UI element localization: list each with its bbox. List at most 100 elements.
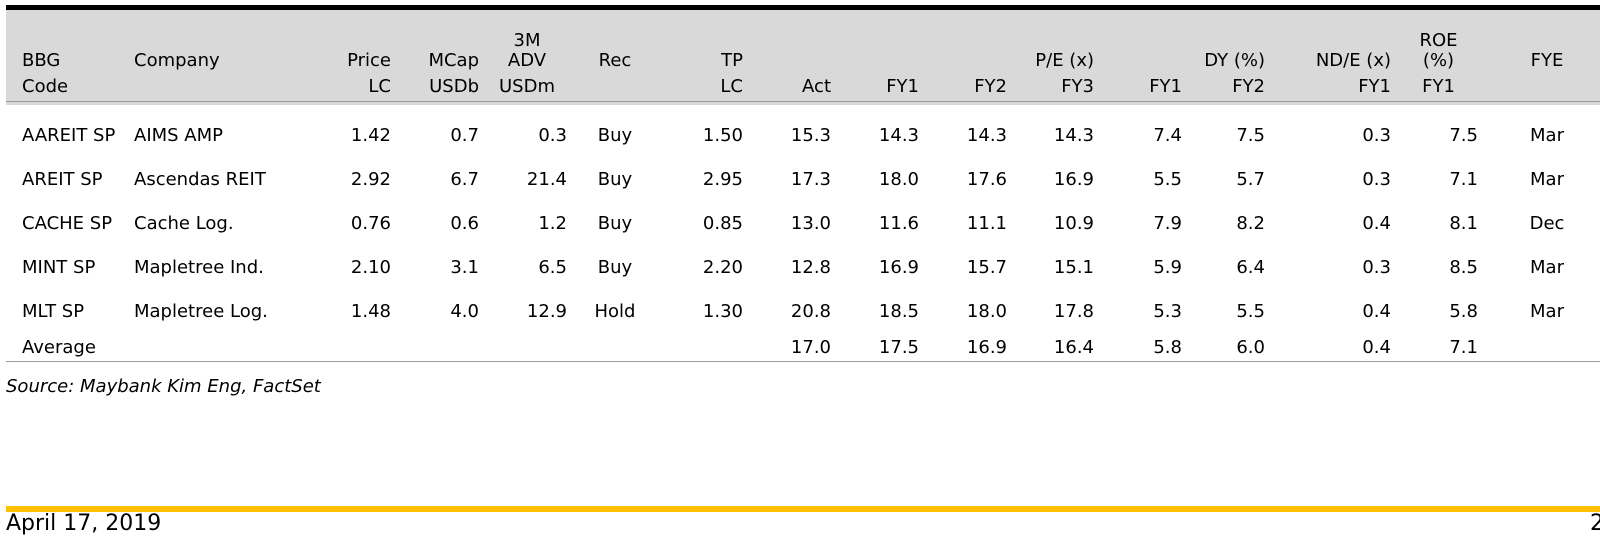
- column-header: ND/E (x): [1315, 50, 1391, 71]
- column-subheader: FY2: [927, 71, 1015, 102]
- table-cell: 1.50: [702, 124, 743, 146]
- table-row: CACHE SP Cache Log. 0.76 0.6 1.2 Buy 0.85 13.0 1…: [6, 201, 1600, 245]
- column-header: DY (%): [1204, 50, 1265, 71]
- table-cell: Buy: [597, 212, 633, 234]
- column-header: Company: [134, 50, 220, 71]
- table-cell: 12.8: [790, 256, 831, 278]
- table-cell: 18.0: [966, 300, 1007, 322]
- table-cell: 0.76: [350, 212, 391, 234]
- table-cell: 2.92: [350, 168, 391, 190]
- column-subheader: FY1: [1102, 71, 1190, 102]
- table-cell: 2.20: [702, 256, 743, 278]
- table-cell: 7.5: [1236, 124, 1265, 146]
- column-header: Rec: [598, 50, 632, 71]
- table-cell: 3.1: [450, 256, 479, 278]
- table-cell: MINT SP: [22, 256, 96, 278]
- header-spacer: [6, 102, 1600, 114]
- table-cell: 2.10: [350, 256, 391, 278]
- column-header: P/E (x): [1035, 50, 1094, 71]
- average-cell: 17.0: [751, 333, 839, 362]
- table-cell: Dec: [1529, 212, 1565, 234]
- table-cell: 17.8: [1053, 300, 1094, 322]
- table-cell: 18.0: [878, 168, 919, 190]
- table-cell: Mar: [1530, 300, 1564, 322]
- average-cell: [134, 333, 320, 362]
- table-cell: 21.4: [526, 168, 567, 190]
- table-cell: 14.3: [1053, 124, 1094, 146]
- table-cell: 1.2: [538, 212, 567, 234]
- table-cell: 11.1: [966, 212, 1007, 234]
- table-row: AREIT SP Ascendas REIT 2.92 6.7 21.4 Buy 2.95 1…: [6, 157, 1600, 201]
- table-cell: Mar: [1530, 168, 1564, 190]
- table-row: MINT SP Mapletree Ind. 2.10 3.1 6.5 Buy 2.20 12…: [6, 245, 1600, 289]
- valuation-table: BBG Company Price MCap 3M ADV Rec TP P/E (x) DY (…: [6, 10, 1600, 362]
- table-cell: 12.9: [526, 300, 567, 322]
- table-cell: Mar: [1530, 124, 1564, 146]
- table-cell: 15.7: [966, 256, 1007, 278]
- table-cell: 8.1: [1449, 212, 1478, 234]
- column-subheader: USDm: [487, 71, 575, 102]
- table-cell: Buy: [597, 168, 633, 190]
- column-subheader: FY1: [839, 71, 927, 102]
- average-cell: 7.1: [1399, 333, 1486, 362]
- table-cell: Buy: [597, 124, 633, 146]
- table-cell: 0.4: [1362, 300, 1391, 322]
- column-subheader: [575, 71, 663, 102]
- table-cell: 0.6: [450, 212, 479, 234]
- table-cell: AIMS AMP: [134, 124, 223, 146]
- table-cell: 5.8: [1449, 300, 1478, 322]
- table-cell: Mar: [1530, 256, 1564, 278]
- table-cell: 7.5: [1449, 124, 1478, 146]
- column-subheader: [134, 71, 320, 102]
- average-cell: [320, 333, 399, 362]
- table-cell: 0.7: [450, 124, 479, 146]
- average-cell: 16.9: [927, 333, 1015, 362]
- table-cell: 5.5: [1153, 168, 1182, 190]
- table-cell: 10.9: [1053, 212, 1094, 234]
- table-cell: 8.5: [1449, 256, 1478, 278]
- table-cell: 0.4: [1362, 212, 1391, 234]
- table-cell: Cache Log.: [134, 212, 234, 234]
- table-cell: 1.30: [702, 300, 743, 322]
- table-cell: 7.1: [1449, 168, 1478, 190]
- table-cell: 1.42: [350, 124, 391, 146]
- table-cell: 17.3: [790, 168, 831, 190]
- average-cell: [663, 333, 751, 362]
- column-subheader: LC: [320, 71, 399, 102]
- column-subheader: [1486, 71, 1600, 102]
- table-cell: 18.5: [878, 300, 919, 322]
- average-cell: 0.4: [1273, 333, 1399, 362]
- column-subheader: FY1: [1399, 71, 1486, 102]
- average-cell: Average: [6, 333, 134, 362]
- table-cell: 13.0: [790, 212, 831, 234]
- page-number: 2: [1590, 511, 1600, 536]
- column-header: BBG: [22, 50, 61, 71]
- source-note: Source: Maybank Kim Eng, FactSet: [6, 376, 321, 397]
- column-subheader: USDb: [399, 71, 487, 102]
- table-cell: Mapletree Ind.: [134, 256, 264, 278]
- table-cell: 5.9: [1153, 256, 1182, 278]
- table-cell: 7.4: [1153, 124, 1182, 146]
- average-cell: [487, 333, 575, 362]
- column-subheader: FY1: [1273, 71, 1399, 102]
- column-header: FYE: [1530, 50, 1564, 71]
- table-cell: 0.3: [1362, 124, 1391, 146]
- column-header: ROE (%): [1419, 30, 1458, 71]
- column-header: Price: [347, 50, 391, 71]
- average-cell: 6.0: [1190, 333, 1273, 362]
- table-cell: Buy: [597, 256, 633, 278]
- column-header: TP: [721, 50, 743, 71]
- average-cell: [575, 333, 663, 362]
- table-cell: 16.9: [1053, 168, 1094, 190]
- table-cell: 15.3: [790, 124, 831, 146]
- table-cell: Mapletree Log.: [134, 300, 268, 322]
- footer-rule: [6, 506, 1600, 512]
- average-cell: [399, 333, 487, 362]
- table-cell: 15.1: [1053, 256, 1094, 278]
- table-cell: 8.2: [1236, 212, 1265, 234]
- top-rule: [6, 5, 1600, 10]
- table-cell: 0.3: [1362, 256, 1391, 278]
- table-cell: CACHE SP: [22, 212, 113, 234]
- header-row-2: Code LC USDb USDm LC Act FY1 FY2 FY3 FY1 FY2 FY1 FY1: [6, 71, 1600, 102]
- table-cell: 5.7: [1236, 168, 1265, 190]
